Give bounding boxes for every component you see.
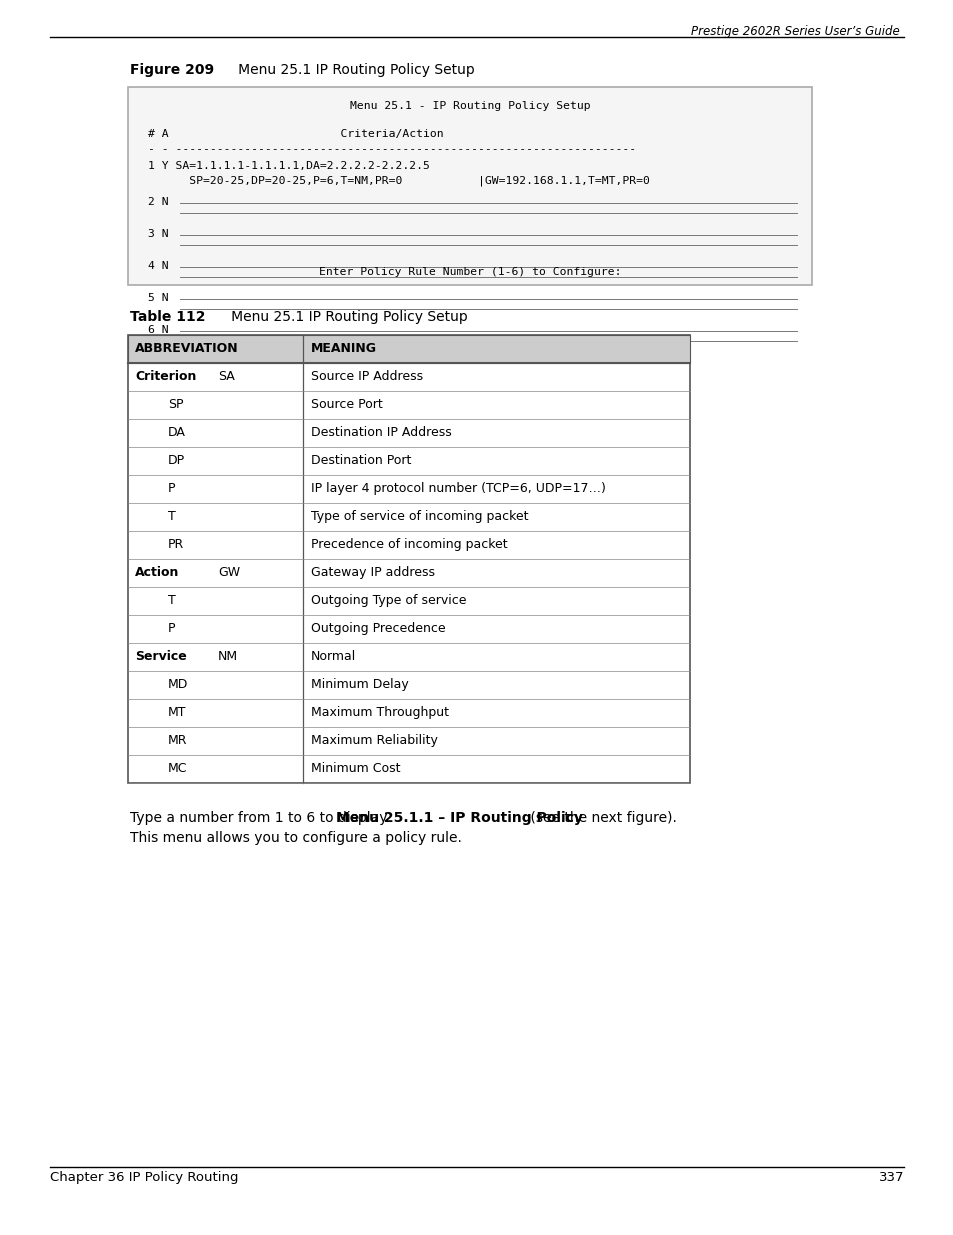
Text: Minimum Cost: Minimum Cost bbox=[311, 762, 400, 776]
Text: Menu 25.1 - IP Routing Policy Setup: Menu 25.1 - IP Routing Policy Setup bbox=[350, 101, 590, 111]
Text: Destination IP Address: Destination IP Address bbox=[311, 426, 452, 438]
Text: Source Port: Source Port bbox=[311, 398, 382, 411]
Bar bbox=[128, 86, 811, 285]
Text: Criterion: Criterion bbox=[135, 370, 196, 383]
Text: Type a number from 1 to 6 to display: Type a number from 1 to 6 to display bbox=[130, 811, 392, 825]
Text: 6 N: 6 N bbox=[148, 325, 169, 335]
Text: Maximum Reliability: Maximum Reliability bbox=[311, 734, 437, 747]
Text: 337: 337 bbox=[878, 1171, 903, 1184]
Text: 4 N: 4 N bbox=[148, 261, 169, 270]
Text: MC: MC bbox=[168, 762, 188, 776]
Text: 5 N: 5 N bbox=[148, 293, 169, 303]
Text: Prestige 2602R Series User’s Guide: Prestige 2602R Series User’s Guide bbox=[691, 25, 899, 38]
Text: MEANING: MEANING bbox=[311, 342, 376, 354]
Text: T: T bbox=[168, 594, 175, 606]
Text: Gateway IP address: Gateway IP address bbox=[311, 566, 435, 579]
Bar bbox=[128, 335, 689, 363]
Text: Action: Action bbox=[135, 566, 179, 579]
Text: Maximum Throughput: Maximum Throughput bbox=[311, 706, 449, 719]
Text: Outgoing Precedence: Outgoing Precedence bbox=[311, 622, 445, 635]
Text: Menu 25.1.1 – IP Routing Policy: Menu 25.1.1 – IP Routing Policy bbox=[336, 811, 582, 825]
Text: Source IP Address: Source IP Address bbox=[311, 370, 423, 383]
Text: MD: MD bbox=[168, 678, 188, 692]
Text: Enter Policy Rule Number (1-6) to Configure:: Enter Policy Rule Number (1-6) to Config… bbox=[318, 267, 620, 277]
Text: DA: DA bbox=[168, 426, 186, 438]
Text: SA: SA bbox=[218, 370, 234, 383]
Text: This menu allows you to configure a policy rule.: This menu allows you to configure a poli… bbox=[130, 831, 461, 845]
Text: (see the next figure).: (see the next figure). bbox=[525, 811, 676, 825]
Text: P: P bbox=[168, 622, 175, 635]
Text: GW: GW bbox=[218, 566, 240, 579]
Text: MT: MT bbox=[168, 706, 186, 719]
Text: SP=20-25,DP=20-25,P=6,T=NM,PR=0           |GW=192.168.1.1,T=MT,PR=0: SP=20-25,DP=20-25,P=6,T=NM,PR=0 |GW=192.… bbox=[148, 177, 649, 186]
Text: Outgoing Type of service: Outgoing Type of service bbox=[311, 594, 466, 606]
Text: Chapter 36 IP Policy Routing: Chapter 36 IP Policy Routing bbox=[50, 1171, 238, 1184]
Text: Table 112: Table 112 bbox=[130, 310, 205, 324]
Text: ABBREVIATION: ABBREVIATION bbox=[135, 342, 238, 354]
Text: PR: PR bbox=[168, 538, 184, 551]
Text: P: P bbox=[168, 482, 175, 495]
Text: SP: SP bbox=[168, 398, 183, 411]
Text: NM: NM bbox=[218, 650, 238, 663]
Text: Figure 209: Figure 209 bbox=[130, 63, 213, 77]
Text: Type of service of incoming packet: Type of service of incoming packet bbox=[311, 510, 528, 522]
Text: Destination Port: Destination Port bbox=[311, 454, 411, 467]
Text: T: T bbox=[168, 510, 175, 522]
Text: Service: Service bbox=[135, 650, 187, 663]
Text: Menu 25.1 IP Routing Policy Setup: Menu 25.1 IP Routing Policy Setup bbox=[225, 63, 475, 77]
Text: 1 Y SA=1.1.1.1-1.1.1.1,DA=2.2.2.2-2.2.2.5: 1 Y SA=1.1.1.1-1.1.1.1,DA=2.2.2.2-2.2.2.… bbox=[148, 161, 430, 170]
Text: IP layer 4 protocol number (TCP=6, UDP=17…): IP layer 4 protocol number (TCP=6, UDP=1… bbox=[311, 482, 605, 495]
Text: 2 N: 2 N bbox=[148, 198, 169, 207]
Bar bbox=[128, 335, 689, 783]
Text: Precedence of incoming packet: Precedence of incoming packet bbox=[311, 538, 507, 551]
Text: Normal: Normal bbox=[311, 650, 355, 663]
Text: DP: DP bbox=[168, 454, 185, 467]
Text: - - -------------------------------------------------------------------: - - ------------------------------------… bbox=[148, 144, 636, 154]
Text: Minimum Delay: Minimum Delay bbox=[311, 678, 408, 692]
Text: 3 N: 3 N bbox=[148, 228, 169, 240]
Text: Menu 25.1 IP Routing Policy Setup: Menu 25.1 IP Routing Policy Setup bbox=[218, 310, 467, 324]
Text: MR: MR bbox=[168, 734, 188, 747]
Text: # A                         Criteria/Action: # A Criteria/Action bbox=[148, 128, 443, 140]
